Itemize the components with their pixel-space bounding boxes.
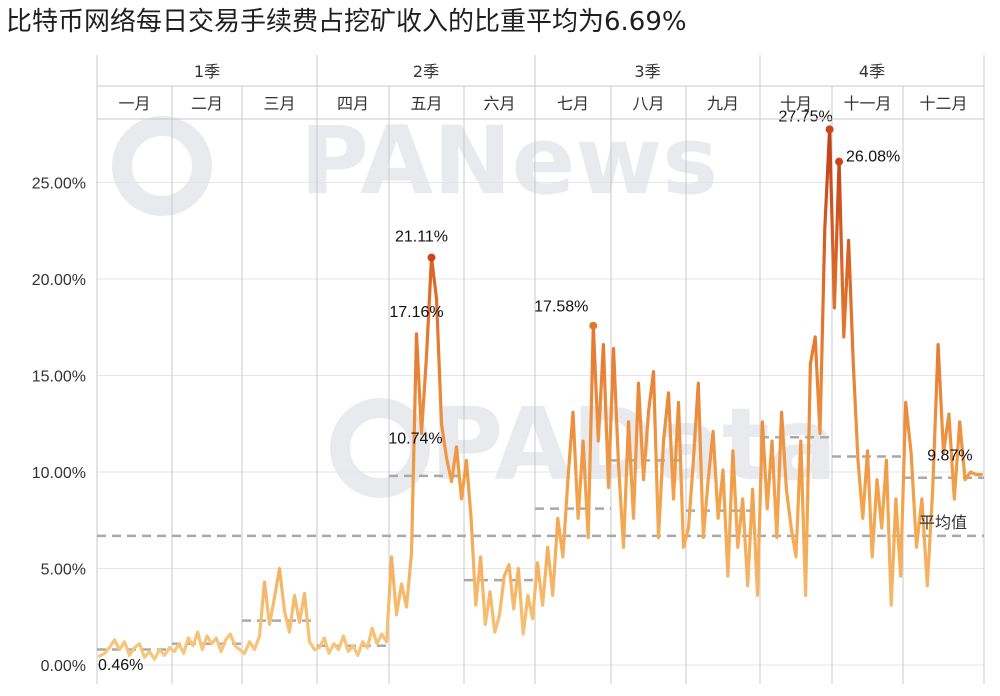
data-label: 21.11% xyxy=(395,229,448,246)
data-label: 26.08% xyxy=(846,149,900,166)
month-label: 九月 xyxy=(707,94,739,113)
y-tick-label: 5.00% xyxy=(41,562,86,579)
month-label: 十二月 xyxy=(919,94,967,113)
peak-point xyxy=(825,125,834,134)
y-tick-label: 15.00% xyxy=(32,369,86,386)
month-label: 三月 xyxy=(263,94,295,113)
month-label: 四月 xyxy=(337,94,369,113)
data-label: 17.58% xyxy=(534,299,588,316)
month-label: 十一月 xyxy=(843,94,891,113)
month-label: 五月 xyxy=(410,94,442,113)
data-label: 17.16% xyxy=(389,304,443,321)
series-line xyxy=(97,127,983,661)
data-label: 9.87% xyxy=(927,448,972,465)
month-label: 六月 xyxy=(483,94,515,113)
quarter-label: 2季 xyxy=(413,62,439,81)
quarter-label: 3季 xyxy=(634,62,660,81)
month-label: 二月 xyxy=(191,94,223,113)
month-label: 一月 xyxy=(118,94,150,113)
y-tick-label: 0.00% xyxy=(41,658,86,675)
data-label: 10.74% xyxy=(388,431,442,448)
peak-point xyxy=(427,253,436,262)
average-label: 平均值 xyxy=(919,513,967,532)
data-label: 27.75% xyxy=(778,108,832,125)
quarter-label: 1季 xyxy=(194,62,220,81)
chart-title: 比特币网络每日交易手续费占挖矿收入的比重平均为6.69% xyxy=(6,7,687,37)
y-tick-label: 10.00% xyxy=(32,465,86,482)
quarter-label: 4季 xyxy=(859,62,885,81)
month-label: 十月 xyxy=(780,94,812,113)
peak-point xyxy=(835,157,844,166)
y-tick-label: 25.00% xyxy=(32,176,86,193)
month-label: 七月 xyxy=(557,94,589,113)
month-label: 八月 xyxy=(632,94,664,113)
data-label: 0.46% xyxy=(98,657,143,674)
peak-point xyxy=(589,321,598,330)
y-tick-label: 20.00% xyxy=(32,272,86,289)
